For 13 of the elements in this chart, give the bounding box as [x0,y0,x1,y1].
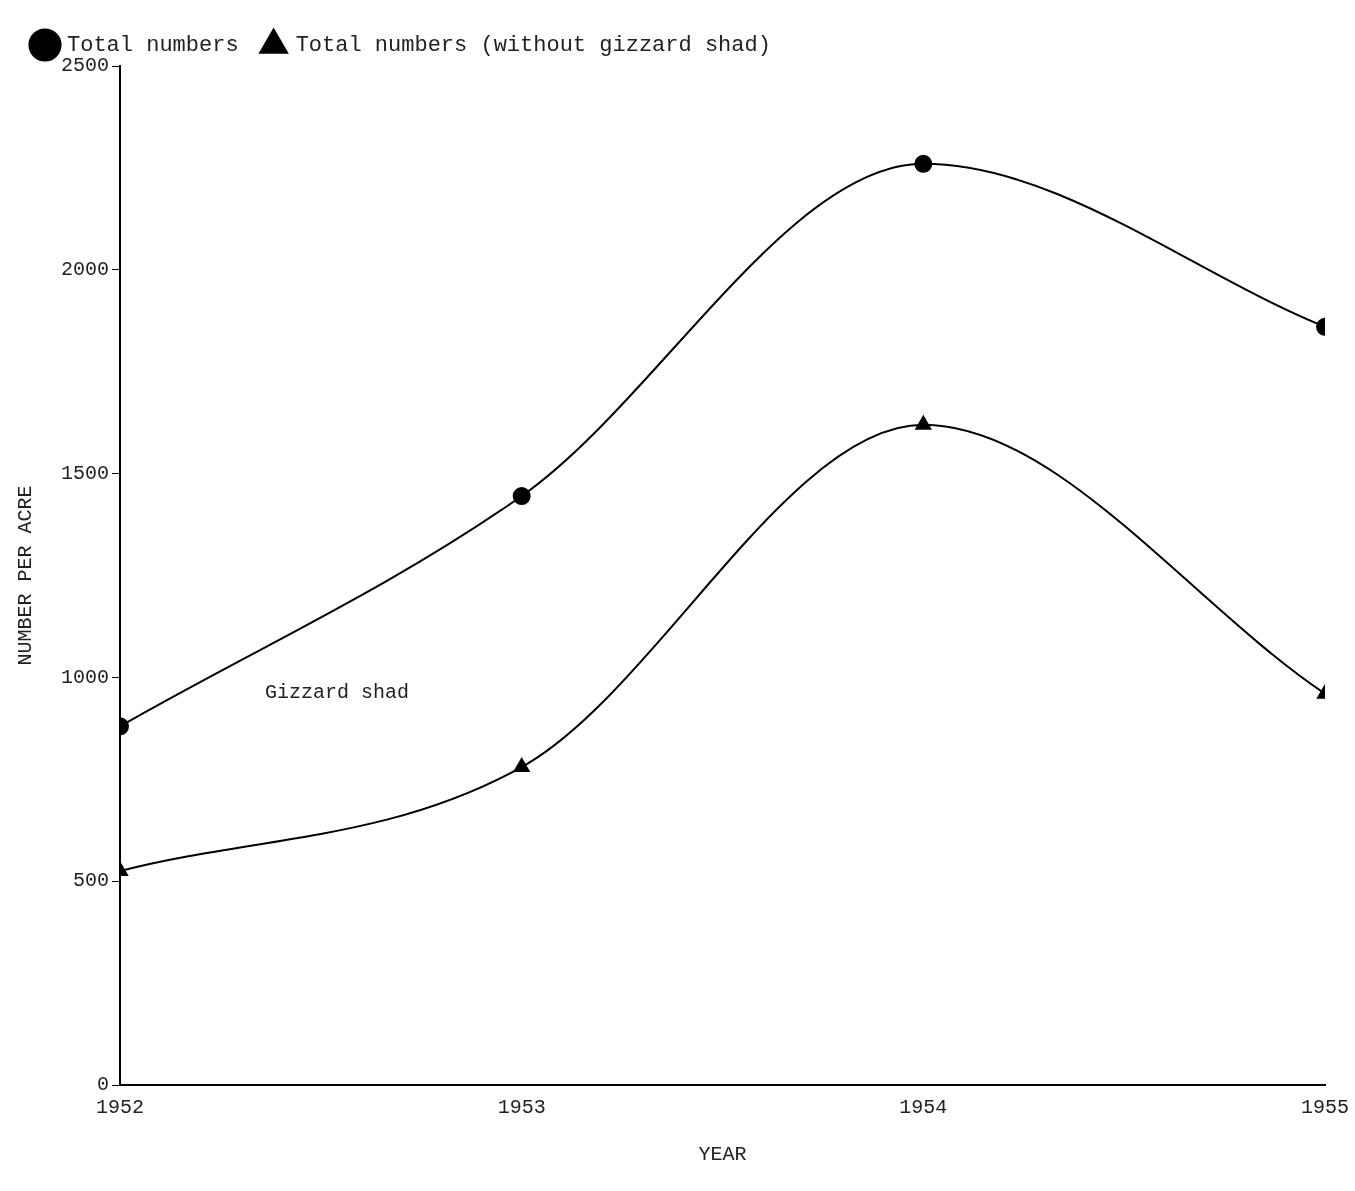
y-tick-label: 1000 [60,665,110,689]
x-tick-label: 1953 [497,1096,546,1120]
y-axis-title: NUMBER PER ACRE [14,485,38,666]
x-tick-label: 1955 [1300,1096,1350,1120]
y-tick-label: 1500 [60,461,110,485]
legend-label: Total numbers (without gizzard shad) [295,32,771,58]
x-axis-title: YEAR [698,1143,747,1167]
x-tick-label: 1952 [96,1096,145,1120]
annotation: Gizzard shad [264,680,409,704]
x-tick-label: 1954 [899,1096,948,1120]
y-tick-label: 500 [72,869,110,893]
y-tick-label: 0 [96,1073,110,1097]
y-tick-label: 2000 [60,258,110,282]
